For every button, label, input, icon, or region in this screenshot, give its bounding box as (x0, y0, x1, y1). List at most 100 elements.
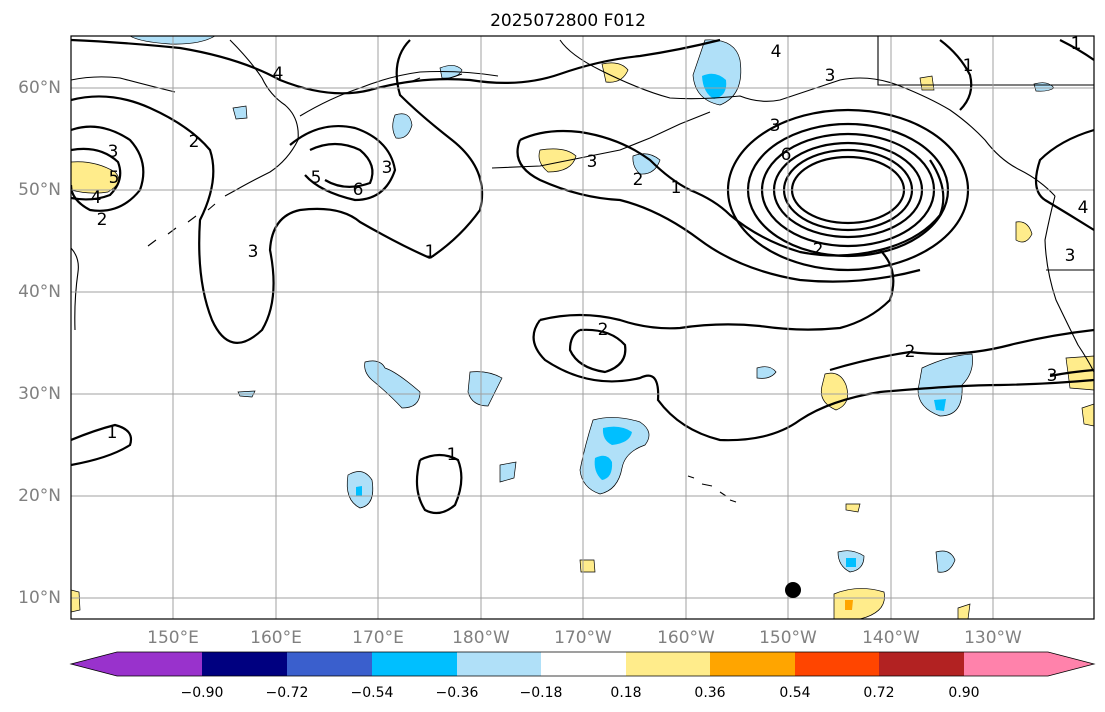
colorbar-cell-1 (202, 652, 287, 676)
blue-patch (499, 461, 517, 483)
canada-border (877, 36, 1094, 86)
colorbar-cell-3 (372, 652, 457, 676)
colorbar-cell-2 (287, 652, 372, 676)
map-frame (70, 35, 1095, 620)
colorbar-tick: 0.72 (863, 685, 894, 701)
lat-label: 40°N (18, 282, 61, 302)
contour-label: 3 (382, 158, 393, 178)
colorbar-cell-7 (710, 652, 795, 676)
blue-patch (579, 417, 650, 495)
contour-label: 1 (107, 423, 118, 443)
colorbar-tick: −0.90 (181, 685, 224, 701)
contour-label: 1 (447, 445, 458, 465)
colorbar-tick: 0.90 (948, 685, 979, 701)
contour-label: 4 (771, 42, 782, 62)
contour-label: 5 (311, 168, 322, 188)
blue-patch-core (602, 426, 632, 445)
contour-label: 1 (671, 178, 682, 198)
yellow-patch (1081, 403, 1094, 427)
contour-label: 2 (97, 210, 108, 230)
map-area: 4 3 1 4 3 3 6 5 2 2 1 3 4 2 3 5 6 3 2 1 … (71, 34, 1094, 619)
lon-label: 130°W (964, 628, 1022, 648)
colorbar-cell-4 (457, 652, 541, 676)
yellow-patch (579, 559, 596, 573)
location-marker (785, 582, 801, 598)
colorbar-tick: 0.54 (779, 685, 810, 701)
colorbar-tick: 0.36 (694, 685, 725, 701)
yellow-patch (71, 589, 81, 613)
contour-labels: 4 3 1 4 3 3 6 5 2 2 1 3 4 2 3 5 6 3 2 1 … (91, 34, 1089, 465)
contour-label: 3 (1047, 366, 1058, 386)
contour-label: 4 (91, 188, 102, 208)
yellow-patch (957, 603, 971, 619)
blue-patch-core (846, 558, 856, 567)
lon-label: 150°W (759, 628, 817, 648)
blue-patch-core (594, 455, 613, 480)
blue-patch (392, 113, 413, 139)
lon-label: 160°W (657, 628, 715, 648)
contour-label: 6 (781, 145, 792, 165)
lat-label: 60°N (18, 78, 61, 98)
blue-patch-core (702, 73, 727, 99)
contour-label: 1 (1071, 34, 1082, 54)
yellow-patch (538, 148, 577, 173)
north-america-coast (1044, 195, 1094, 373)
colorbar-tick: −0.72 (266, 685, 309, 701)
blue-patch (632, 153, 661, 175)
yellow-patch (845, 503, 861, 513)
colorbar-outline (69, 651, 1096, 677)
contour-label: 4 (1078, 198, 1089, 218)
contour-label: 3 (587, 152, 598, 172)
contour-label: 1 (425, 242, 436, 262)
contour-label: 2 (633, 170, 644, 190)
hawaii (687, 475, 737, 503)
lon-label: 150°E (147, 628, 199, 648)
contour-label: 2 (598, 320, 609, 340)
contour-label: 4 (273, 64, 284, 84)
gridlines (71, 36, 1094, 619)
colorbar-cell-5 (541, 652, 626, 676)
contour-label: 6 (353, 180, 364, 200)
contour-label: 3 (248, 242, 259, 262)
blue-patch (756, 366, 777, 379)
lon-label: 160°E (250, 628, 302, 648)
contours (71, 38, 1094, 515)
colorbar-cell-6 (626, 652, 710, 676)
blue-patch-core (934, 399, 946, 411)
yellow-patch (919, 75, 935, 91)
orange-patch (845, 600, 853, 610)
colorbar: −0.90 −0.72 −0.54 −0.36 −0.18 0.18 0.36 … (69, 651, 1096, 701)
colorbar-tick: −0.36 (436, 685, 479, 701)
lat-label: 50°N (18, 180, 61, 200)
lon-label: 180°W (452, 628, 510, 648)
yellow-patch (1015, 221, 1033, 243)
contour-label: 5 (109, 168, 120, 188)
map-title: 2025072800 F012 (490, 11, 646, 31)
contour-label: 3 (770, 116, 781, 136)
contour-label: 3 (825, 66, 836, 86)
shaded-patches (71, 36, 1094, 619)
contour-label: 3 (1065, 246, 1076, 266)
contour-label: 2 (813, 240, 824, 260)
lat-label: 20°N (18, 486, 61, 506)
contour-label: 1 (963, 56, 974, 76)
contour-label: 3 (108, 142, 119, 162)
lat-labels: 60°N 50°N 40°N 30°N 20°N 10°N (18, 78, 61, 608)
lon-label: 170°E (352, 628, 404, 648)
contour-label: 2 (905, 342, 916, 362)
lon-label: 140°W (862, 628, 920, 648)
blue-patch (232, 105, 248, 120)
yellow-patch (833, 588, 885, 619)
lon-labels: 150°E 160°E 170°E 180°W 170°W 160°W 150°… (147, 628, 1022, 648)
colorbar-tick: −0.54 (351, 685, 394, 701)
kuril-islands (147, 189, 237, 247)
blue-patch (935, 550, 956, 573)
colorbar-cell-9 (879, 652, 964, 676)
blue-patch-core (356, 486, 362, 496)
lat-label: 30°N (18, 384, 61, 404)
colorbar-cell-10 (964, 652, 1094, 676)
blue-patch (364, 360, 421, 409)
yellow-patch (601, 62, 629, 83)
colorbar-cell-0 (71, 652, 202, 676)
